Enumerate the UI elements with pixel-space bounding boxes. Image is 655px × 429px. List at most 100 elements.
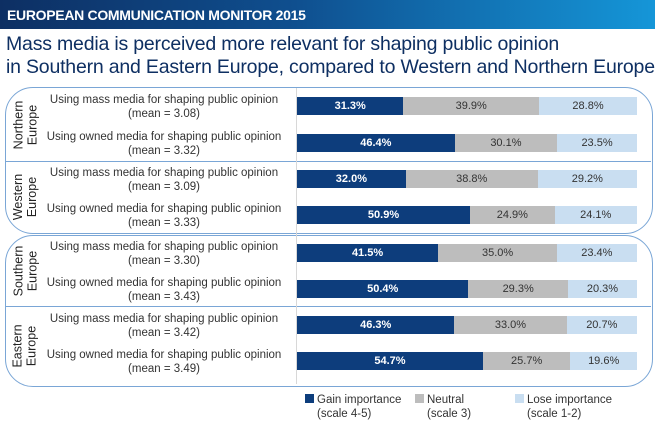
region-label-text: Western Europe [11, 174, 39, 220]
chart-title: Mass media is perceived more relevant fo… [6, 33, 655, 79]
row-label: Using mass media for shaping public opin… [40, 166, 288, 194]
data-label: 19.6% [588, 355, 620, 367]
legend-swatch [415, 394, 424, 403]
data-label: 23.4% [581, 247, 613, 259]
data-label: 20.7% [586, 319, 618, 331]
bar-lose-importance: 20.3% [567, 280, 637, 298]
legend-sub: (scale 1-2) [527, 408, 582, 420]
divider [5, 306, 651, 307]
region-line: Western [11, 173, 26, 221]
panel-north-west [5, 87, 653, 234]
region-line: Eastern [11, 323, 25, 368]
row-label: Using mass media for shaping public opin… [40, 240, 288, 268]
region-label: Southern Europe [5, 236, 45, 306]
row-label: Using owned media for shaping public opi… [40, 276, 288, 304]
bar-gain-importance: 41.5% [297, 244, 439, 262]
title-line-2: in Southern and Eastern Europe, compared… [6, 56, 655, 78]
data-label: 28.8% [572, 100, 604, 112]
region-label: Eastern Europe [5, 307, 45, 384]
data-label: 32.0% [335, 173, 367, 185]
row-label: Using owned media for shaping public opi… [40, 202, 288, 230]
bar-gain-importance: 54.7% [297, 352, 483, 370]
legend-item: Lose importance (scale 1-2) [515, 393, 612, 421]
region-label-text: Southern Europe [11, 246, 39, 297]
row-label-mean: (mean = 3.09) [128, 181, 200, 193]
bar-neutral: 29.3% [468, 280, 568, 298]
legend-sub: (scale 3) [427, 408, 472, 420]
bar-gain-importance: 46.4% [297, 134, 455, 152]
row-label-label: Using mass media for shaping public opin… [49, 241, 279, 253]
row-label-mean: (mean = 3.43) [128, 291, 200, 303]
data-label: 20.3% [586, 283, 619, 295]
bar-neutral: 35.0% [438, 244, 558, 262]
bar-neutral: 25.7% [482, 352, 571, 370]
region-line: Northern [11, 100, 26, 149]
data-label: 46.4% [360, 137, 392, 149]
data-label: 50.4% [367, 283, 399, 295]
data-label: 29.2% [571, 173, 603, 185]
data-label: 25.7% [511, 355, 543, 367]
title-line-1: Mass media is perceived more relevant fo… [6, 33, 559, 55]
axis-line [296, 88, 297, 384]
row-label-label: Using owned media for shaping public opi… [46, 349, 282, 361]
data-label: 24.1% [580, 209, 612, 221]
bar-neutral: 33.0% [454, 316, 567, 334]
row-label-mean: (mean = 3.33) [128, 217, 200, 229]
legend-name: Neutral [427, 394, 465, 406]
bar-gain-importance: 46.3% [297, 316, 455, 334]
bar-neutral: 38.8% [405, 170, 538, 188]
row-label-mean: (mean = 3.42) [128, 327, 200, 339]
bar-lose-importance: 29.2% [537, 170, 637, 188]
region-line: Southern [11, 245, 26, 297]
row-label: Using owned media for shaping public opi… [40, 348, 288, 376]
region-label-text: Northern Europe [11, 100, 39, 149]
bar-neutral: 30.1% [454, 134, 558, 152]
header-title: EUROPEAN COMMUNICATION MONITOR 2015 [7, 7, 306, 23]
row-label-label: Using owned media for shaping public opi… [46, 203, 282, 215]
row-label-label: Using owned media for shaping public opi… [46, 277, 282, 289]
data-label: 46.3% [360, 319, 392, 331]
legend-name: Gain importance [317, 394, 402, 406]
bar-neutral: 39.9% [403, 97, 540, 115]
region-label: Northern Europe [5, 88, 45, 161]
bar-neutral: 24.9% [470, 206, 555, 224]
bar-lose-importance: 24.1% [554, 206, 637, 224]
bar-lose-importance: 19.6% [570, 352, 637, 370]
region-line: Europe [25, 176, 40, 218]
region-label-text: Eastern Europe [11, 324, 39, 367]
data-label: 24.9% [496, 209, 528, 221]
legend-item: Gain importance (scale 4-5) [305, 393, 401, 421]
header-bar: EUROPEAN COMMUNICATION MONITOR 2015 [0, 0, 655, 29]
row-label-mean: (mean = 3.32) [128, 145, 200, 157]
bar-lose-importance: 23.4% [557, 244, 637, 262]
data-label: 50.9% [367, 209, 400, 221]
row-label-label: Using mass media for shaping public opin… [49, 94, 279, 106]
data-label: 31.3% [334, 100, 366, 112]
region-line: Europe [25, 104, 40, 145]
panel-south-east [5, 235, 653, 387]
row-label-mean: (mean = 3.49) [128, 363, 200, 375]
legend-sub: (scale 4-5) [317, 408, 372, 420]
bar-gain-importance: 32.0% [297, 170, 406, 188]
bar-lose-importance: 20.7% [566, 316, 637, 334]
row-label: Using owned media for shaping public opi… [40, 130, 288, 158]
legend-item: Neutral (scale 3) [415, 393, 471, 421]
bar-gain-importance: 31.3% [297, 97, 404, 115]
data-label: 39.9% [455, 100, 487, 112]
legend-swatch [515, 394, 524, 403]
row-label-label: Using owned media for shaping public opi… [46, 131, 282, 143]
data-label: 33.0% [494, 319, 527, 331]
data-label: 38.8% [456, 173, 488, 185]
bar-lose-importance: 28.8% [539, 97, 637, 115]
bar-gain-importance: 50.9% [297, 206, 471, 224]
legend-swatch [305, 394, 314, 403]
row-label-label: Using mass media for shaping public opin… [49, 167, 279, 179]
data-label: 35.0% [481, 247, 514, 259]
row-label-label: Using mass media for shaping public opin… [49, 313, 279, 325]
row-label: Using mass media for shaping public opin… [40, 93, 288, 121]
data-label: 30.1% [490, 137, 522, 149]
divider [5, 161, 651, 162]
row-label: Using mass media for shaping public opin… [40, 312, 288, 340]
bar-gain-importance: 50.4% [297, 280, 469, 298]
region-line: Europe [25, 325, 39, 366]
